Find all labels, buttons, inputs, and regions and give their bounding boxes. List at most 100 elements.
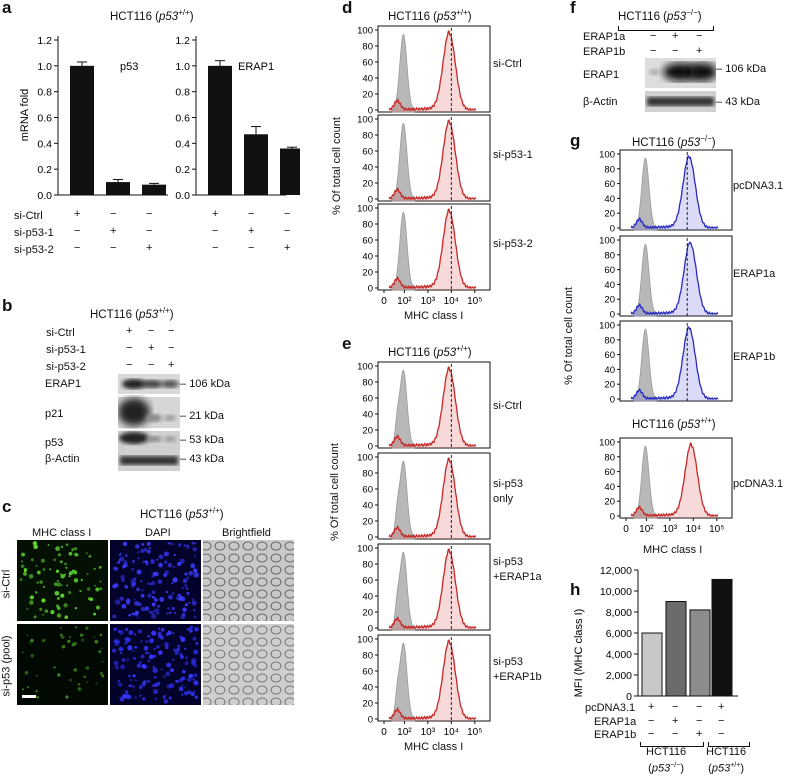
cell-dot	[166, 684, 172, 689]
hist-x-tick-label: 10³	[663, 524, 678, 535]
control-histogram	[391, 33, 415, 113]
cell-dot	[113, 627, 117, 631]
h-group-bracket-1	[640, 742, 704, 747]
control-histogram	[391, 460, 415, 540]
histogram-frame: 0 20 40 60 80 100	[599, 320, 733, 406]
mark-a2: +	[212, 208, 219, 220]
cell-dot	[154, 682, 158, 686]
sample-histogram-line	[388, 30, 477, 112]
sample-histogram-fill	[631, 326, 718, 401]
cell-dot	[193, 615, 197, 619]
cell-dot	[85, 666, 90, 670]
cell-dot	[100, 647, 103, 650]
cell-dot	[146, 549, 151, 554]
y-tick-label: 1.2	[37, 35, 52, 47]
cell-dot	[23, 568, 27, 571]
cell-dot	[193, 673, 198, 677]
cell-dot	[172, 632, 175, 635]
cell-dot	[30, 558, 34, 562]
cell-dot	[40, 558, 45, 563]
cell-dot	[183, 691, 189, 696]
mark-f: −	[672, 45, 679, 57]
g-row-pcdna-wt: pcDNA3.1	[733, 478, 784, 490]
cell-dot	[63, 603, 68, 608]
hist-y-tick-label: 40	[362, 592, 373, 603]
hist-y-tick-label: 0	[610, 310, 615, 321]
y-tick-label: 0.8	[175, 87, 190, 99]
cell-dot	[121, 658, 126, 662]
cell-dot	[47, 544, 50, 546]
cell-dot	[153, 654, 157, 658]
cell-dot	[168, 541, 171, 545]
cell-dot	[150, 558, 154, 562]
cell-dot	[192, 636, 197, 641]
mark-a2: −	[212, 225, 219, 237]
mark-a1: +	[146, 242, 153, 254]
cell-dot	[57, 553, 61, 557]
cell-dot	[61, 644, 66, 649]
y-tick-label: 0.0	[37, 190, 52, 202]
e-row-erap1b: si-p53 +ERAP1b	[493, 656, 542, 683]
hist-y-tick-label: 0	[368, 195, 373, 206]
hist-y-tick-label: 40	[362, 501, 373, 512]
cell-dot	[60, 593, 65, 598]
cell-dot	[151, 630, 157, 636]
cell-dot	[86, 587, 91, 591]
cell-dot	[185, 656, 188, 659]
cell-dot	[179, 558, 185, 564]
hist-y-tick-label: 0	[368, 284, 373, 295]
histogram-frame: 0 20 40 60 80 100	[357, 634, 491, 726]
chart-a-p53: 0.0 0.2 0.4 0.6 0.8 1.0 1.2 p53	[37, 35, 168, 202]
cell-dot	[119, 596, 124, 601]
cell-dot	[26, 634, 29, 637]
cell-dot	[60, 635, 65, 639]
cell-dot	[194, 542, 197, 545]
histogram-frame: 0 20 40 60 80 100	[357, 452, 491, 544]
cell-dot	[85, 626, 89, 630]
hist-x-tick-label: 10²	[397, 296, 412, 307]
cell-dot	[118, 554, 121, 557]
cell-dot	[81, 638, 85, 642]
control-histogram	[391, 122, 415, 202]
hist-y-tick-label: 100	[599, 438, 615, 449]
cell-dot	[95, 682, 98, 685]
cell-dot	[188, 673, 194, 679]
cell-dot	[54, 590, 60, 596]
cell-dot	[184, 686, 187, 689]
panel-a-ylabel: mRNA fold	[19, 89, 31, 142]
cell-dot	[124, 554, 128, 557]
cell-dot	[178, 678, 183, 683]
mark-a2: −	[212, 242, 219, 254]
chart-a-erap1: 0.0 0.2 0.4 0.6 0.8 1.0 1.2 ERAP1	[175, 35, 300, 202]
c-col-brightfield: Brightfield	[222, 527, 271, 539]
hist-x-tick-label: 0	[381, 296, 387, 307]
cell-dot	[194, 626, 199, 632]
cell-dot	[39, 580, 43, 584]
panel-label-f: f	[570, 0, 576, 17]
sample-histogram-line	[630, 442, 719, 518]
panel-f-title: HCT116 (p53−/−)	[618, 8, 702, 23]
cell-dot	[41, 638, 46, 643]
cell-dot	[193, 650, 196, 653]
h-ylabel: MFI (MHC class I)	[573, 609, 585, 698]
cell-dot	[30, 638, 34, 643]
hist-y-tick-label: 60	[362, 58, 373, 69]
cell-dot	[67, 639, 71, 643]
mark-a1: −	[110, 242, 117, 254]
cell-dot	[65, 695, 69, 699]
cell-dot	[65, 566, 68, 569]
cell-dot	[36, 570, 41, 575]
hist-y-tick-label: 60	[604, 265, 615, 276]
cell-dot	[176, 647, 181, 652]
cell-dot	[178, 593, 182, 597]
c-row-si-ctrl: si-Ctrl	[0, 569, 13, 599]
d-xlabel: MHC class I	[404, 310, 464, 322]
panel-label-d: d	[342, 0, 353, 17]
cell-dot	[179, 653, 183, 656]
cell-dot	[163, 675, 166, 678]
y-tick-label: 2,000	[606, 670, 632, 682]
hist-y-tick-label: 40	[604, 280, 615, 291]
cell-dot	[193, 555, 197, 558]
cell-dot	[119, 630, 124, 636]
cell-dot	[192, 546, 198, 552]
